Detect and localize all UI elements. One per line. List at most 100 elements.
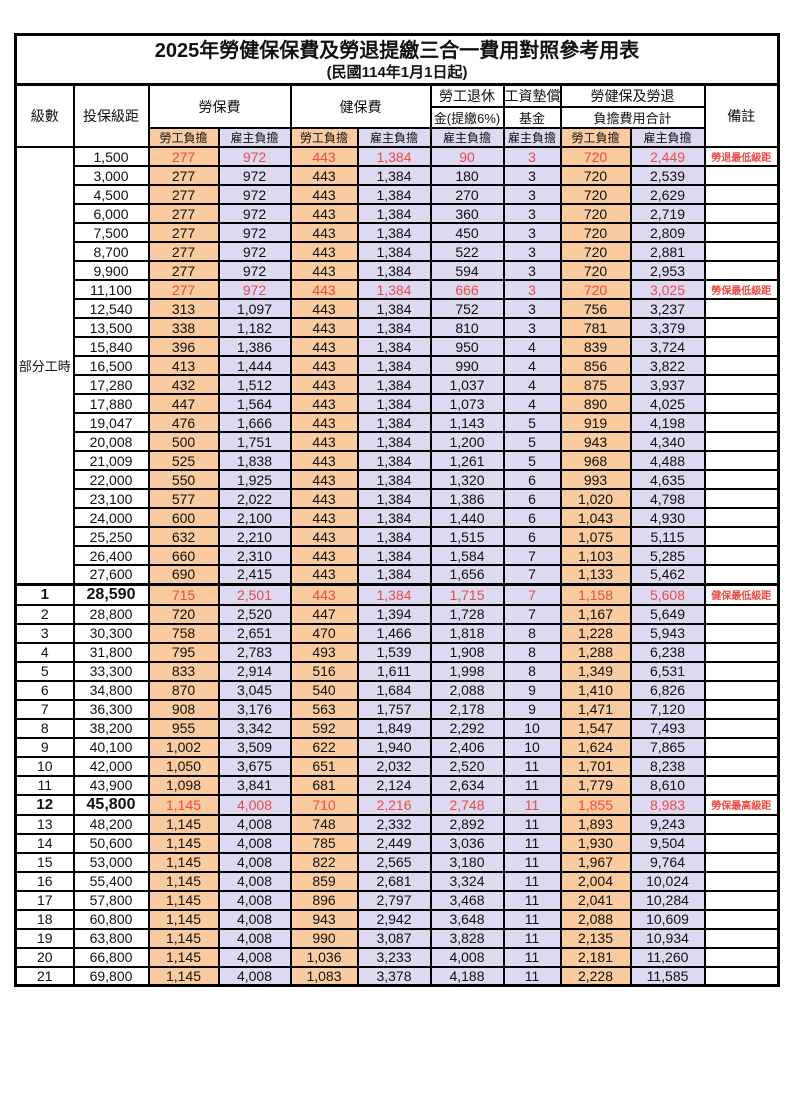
table-row: 3 30,300 758 2,651 470 1,466 1,818 8 1,228 5,943 (14, 622, 780, 644)
cell-pension-employer: 522 (429, 241, 505, 262)
cell-labor-employee: 955 (147, 717, 220, 739)
cell-remark (703, 870, 780, 892)
cell-remark (703, 450, 780, 471)
cell-pension-employer: 2,292 (429, 717, 505, 739)
cell-health-employer: 1,384 (356, 431, 432, 452)
cell-labor-employer: 972 (217, 222, 292, 243)
table-row: 27,600 690 2,415 443 1,384 1,656 7 1,133 5,462 (16, 564, 780, 585)
cell-health-employee: 443 (289, 203, 359, 224)
cell-health-employer: 1,384 (356, 336, 432, 357)
cell-health-employee: 443 (289, 165, 359, 186)
table-row: 25,250 632 2,210 443 1,384 1,515 6 1,075 5,115 (16, 526, 780, 547)
cell-health-employer: 3,233 (356, 946, 432, 968)
cell-remark (703, 908, 780, 930)
table-row: 26,400 660 2,310 443 1,384 1,584 7 1,103 5,285 (16, 545, 780, 566)
cell-health-employee: 443 (289, 336, 359, 357)
cell-labor-employer: 972 (217, 260, 292, 281)
cell-labor-employee: 1,145 (147, 870, 220, 892)
cell-wage-fund-employer: 8 (502, 660, 562, 682)
cell-health-employer: 1,849 (356, 717, 432, 739)
cell-labor-employer: 1,925 (217, 469, 292, 490)
cell-level: 20 (14, 946, 75, 968)
premium-table: 2025年勞健保保費及勞退提繳三合一費用對照參考用表 (民國114年1月1日起)… (13, 33, 781, 987)
col-header-bracket: 投保級距 (72, 83, 150, 148)
cell-remark (703, 431, 780, 452)
cell-wage-fund-employer: 7 (502, 603, 562, 625)
cell-wage-fund-employer: 11 (502, 965, 562, 987)
cell-pension-employer: 2,748 (429, 793, 505, 816)
cell-health-employer: 1,384 (356, 222, 432, 243)
table-row: 10 42,000 1,050 3,675 651 2,032 2,520 11 1,701 8,… (14, 755, 780, 777)
cell-bracket: 17,880 (72, 393, 150, 414)
cell-total-employee: 2,181 (559, 946, 632, 968)
cell-labor-employee: 277 (147, 203, 220, 224)
cell-pension-employer: 90 (429, 146, 505, 167)
cell-health-employer: 1,384 (356, 393, 432, 414)
cell-health-employee: 540 (289, 679, 359, 701)
table-row: 9 40,100 1,002 3,509 622 1,940 2,406 10 1,624 7,8… (14, 736, 780, 758)
cell-total-employee: 781 (559, 317, 632, 338)
cell-labor-employee: 1,098 (147, 774, 220, 796)
cell-remark (703, 298, 780, 319)
header-row-sub: 勞工負擔 雇主負擔 勞工負擔 雇主負擔 雇主負擔 雇主負擔 勞工負擔 雇主負擔 (16, 127, 779, 148)
cell-bracket: 20,008 (72, 431, 150, 452)
cell-health-employee: 443 (289, 374, 359, 395)
cell-bracket: 34,800 (72, 679, 150, 701)
table-row: 20 66,800 1,145 4,008 1,036 3,233 4,008 11 2,181… (14, 946, 780, 968)
cell-health-employee: 443 (289, 450, 359, 471)
cell-labor-employee: 720 (147, 603, 220, 625)
cell-health-employer: 1,384 (356, 469, 432, 490)
col-header-health-insurance: 健保費 (289, 83, 432, 129)
cell-health-employer: 1,384 (356, 203, 432, 224)
cell-labor-employer: 972 (217, 279, 292, 300)
cell-health-employer: 1,384 (356, 279, 432, 300)
cell-pension-employer: 1,261 (429, 450, 505, 471)
cell-total-employee: 1,855 (559, 793, 632, 816)
table-row: 22,000 550 1,925 443 1,384 1,320 6 993 4,635 (16, 469, 780, 490)
cell-health-employer: 2,332 (356, 813, 432, 835)
cell-labor-employee: 550 (147, 469, 220, 490)
page-subtitle: (民國114年1月1日起) (326, 63, 468, 81)
cell-wage-fund-employer: 5 (502, 412, 562, 433)
cell-wage-fund-employer: 6 (502, 526, 562, 547)
cell-level: 6 (14, 679, 75, 701)
cell-total-employer: 10,284 (629, 889, 706, 911)
cell-labor-employee: 795 (147, 641, 220, 663)
col-header-labor-insurance: 勞保費 (147, 83, 292, 129)
cell-labor-employer: 3,675 (217, 755, 292, 777)
cell-bracket: 7,500 (72, 222, 150, 243)
cell-health-employer: 3,087 (356, 927, 432, 949)
cell-remark (703, 184, 780, 205)
cell-labor-employee: 1,145 (147, 889, 220, 911)
cell-wage-fund-employer: 11 (502, 832, 562, 854)
cell-wage-fund-employer: 5 (502, 431, 562, 452)
cell-labor-employer: 4,008 (217, 870, 292, 892)
cell-labor-employer: 4,008 (217, 927, 292, 949)
cell-pension-employer: 4,188 (429, 965, 505, 987)
cell-remark (703, 813, 780, 835)
cell-total-employer: 5,115 (629, 526, 706, 547)
cell-total-employee: 756 (559, 298, 632, 319)
subheader-total-employee: 勞工負擔 (559, 127, 632, 148)
cell-remark (703, 698, 780, 720)
table-row: 13,500 338 1,182 443 1,384 810 3 781 3,379 (16, 317, 780, 338)
cell-bracket: 25,250 (72, 526, 150, 547)
cell-total-employee: 1,228 (559, 622, 632, 644)
cell-total-employee: 1,624 (559, 736, 632, 758)
cell-labor-employer: 4,008 (217, 946, 292, 968)
cell-health-employee: 859 (289, 870, 359, 892)
cell-labor-employee: 1,145 (147, 832, 220, 854)
cell-health-employer: 1,384 (356, 317, 432, 338)
cell-labor-employer: 4,008 (217, 851, 292, 873)
cell-wage-fund-employer: 3 (502, 203, 562, 224)
cell-total-employee: 919 (559, 412, 632, 433)
cell-remark (703, 736, 780, 758)
cell-total-employee: 1,158 (559, 582, 632, 606)
cell-health-employer: 2,216 (356, 793, 432, 816)
cell-pension-employer: 3,036 (429, 832, 505, 854)
cell-wage-fund-employer: 11 (502, 946, 562, 968)
cell-total-employer: 3,025 (629, 279, 706, 300)
cell-pension-employer: 1,037 (429, 374, 505, 395)
cell-wage-fund-employer: 8 (502, 641, 562, 663)
table-row: 1 28,590 715 2,501 443 1,384 1,715 7 1,158 5,608 健… (14, 582, 780, 606)
